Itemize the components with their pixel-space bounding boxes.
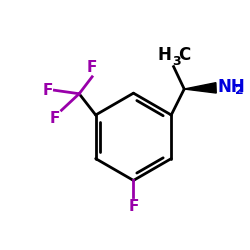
Text: 3: 3 xyxy=(172,55,181,68)
Text: NH: NH xyxy=(218,78,246,96)
Text: F: F xyxy=(42,83,52,98)
Text: H: H xyxy=(158,46,172,64)
Text: F: F xyxy=(49,112,59,126)
Text: C: C xyxy=(178,46,190,64)
Polygon shape xyxy=(184,83,216,93)
Text: 2: 2 xyxy=(235,84,244,97)
Text: F: F xyxy=(128,199,139,214)
Text: F: F xyxy=(87,60,97,75)
